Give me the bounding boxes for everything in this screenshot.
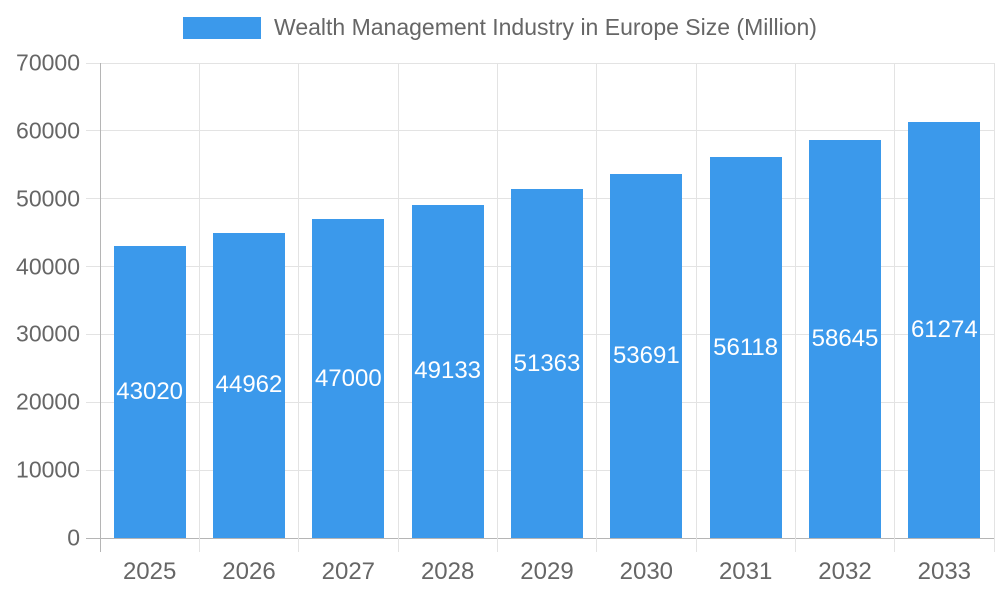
y-tick-label: 30000 xyxy=(16,320,80,347)
x-tick xyxy=(198,538,200,552)
x-tick-label: 2027 xyxy=(321,558,376,585)
y-tick xyxy=(86,401,100,403)
bar-value-label: 47000 xyxy=(314,364,382,392)
x-tick xyxy=(298,538,300,552)
bar-2031[interactable] xyxy=(709,157,782,538)
x-tick xyxy=(695,538,697,552)
x-tick xyxy=(496,538,498,552)
y-tick-label: 70000 xyxy=(16,49,80,76)
bar-2030[interactable] xyxy=(610,173,683,538)
bar-2029[interactable] xyxy=(511,189,583,538)
x-tick-label: 2029 xyxy=(520,558,574,585)
x-gridline xyxy=(695,63,697,538)
bar-value-label: 49133 xyxy=(414,357,482,385)
bar-value-label: 43020 xyxy=(116,378,184,406)
bar-2027[interactable] xyxy=(312,219,385,538)
x-gridline xyxy=(993,63,995,538)
y-tick-label: 10000 xyxy=(16,456,80,483)
y-tick-label: 40000 xyxy=(16,253,80,280)
x-tick xyxy=(794,538,796,552)
x-tick xyxy=(993,538,995,552)
bar-value-label: 51363 xyxy=(513,349,581,377)
x-gridline xyxy=(198,63,200,538)
x-tick-label: 2028 xyxy=(420,558,475,585)
bar-value-label: 56118 xyxy=(713,333,779,361)
bar-value-label: 44962 xyxy=(215,371,283,399)
y-tick xyxy=(86,130,100,132)
x-tick xyxy=(397,538,399,552)
y-gridline xyxy=(100,130,994,132)
legend: Wealth Management Industry in Europe Siz… xyxy=(0,14,1000,41)
x-tick-label: 2025 xyxy=(122,558,177,585)
y-tick xyxy=(86,266,100,268)
x-gridline xyxy=(496,63,498,538)
x-gridline xyxy=(794,63,796,538)
x-gridline xyxy=(397,63,399,538)
x-tick-label: 2030 xyxy=(619,558,674,585)
y-tick xyxy=(86,62,100,64)
x-gridline xyxy=(99,63,101,538)
x-tick-label: 2033 xyxy=(917,558,972,585)
y-tick-label: 50000 xyxy=(16,185,80,212)
y-tick-label: 60000 xyxy=(16,117,80,144)
y-tick xyxy=(86,333,100,335)
x-tick-label: 2032 xyxy=(818,558,872,585)
y-tick-label: 20000 xyxy=(16,388,80,415)
bar-value-label: 58645 xyxy=(811,325,879,353)
x-tick xyxy=(99,538,101,552)
x-gridline xyxy=(894,63,896,538)
y-tick xyxy=(86,469,100,471)
x-tick-label: 2026 xyxy=(222,558,276,585)
bar-2025[interactable] xyxy=(113,246,186,538)
bar-2026[interactable] xyxy=(213,232,285,538)
legend-label: Wealth Management Industry in Europe Siz… xyxy=(274,14,817,40)
y-tick xyxy=(86,198,100,200)
y-gridline xyxy=(100,62,994,64)
legend-item[interactable]: Wealth Management Industry in Europe Siz… xyxy=(183,14,817,41)
bar-value-label: 53691 xyxy=(612,341,680,369)
x-gridline xyxy=(596,63,598,538)
bar-2033[interactable] xyxy=(908,122,981,538)
y-tick xyxy=(86,537,100,539)
x-gridline xyxy=(298,63,300,538)
x-tick xyxy=(596,538,598,552)
legend-swatch xyxy=(183,16,262,39)
bar-2028[interactable] xyxy=(411,204,484,538)
bar-value-label: 61274 xyxy=(910,316,978,344)
y-tick-label: 0 xyxy=(67,524,80,551)
x-tick xyxy=(894,538,896,552)
x-tick-label: 2031 xyxy=(718,558,773,585)
y-gridline xyxy=(100,537,994,539)
bar-2032[interactable] xyxy=(809,140,881,538)
